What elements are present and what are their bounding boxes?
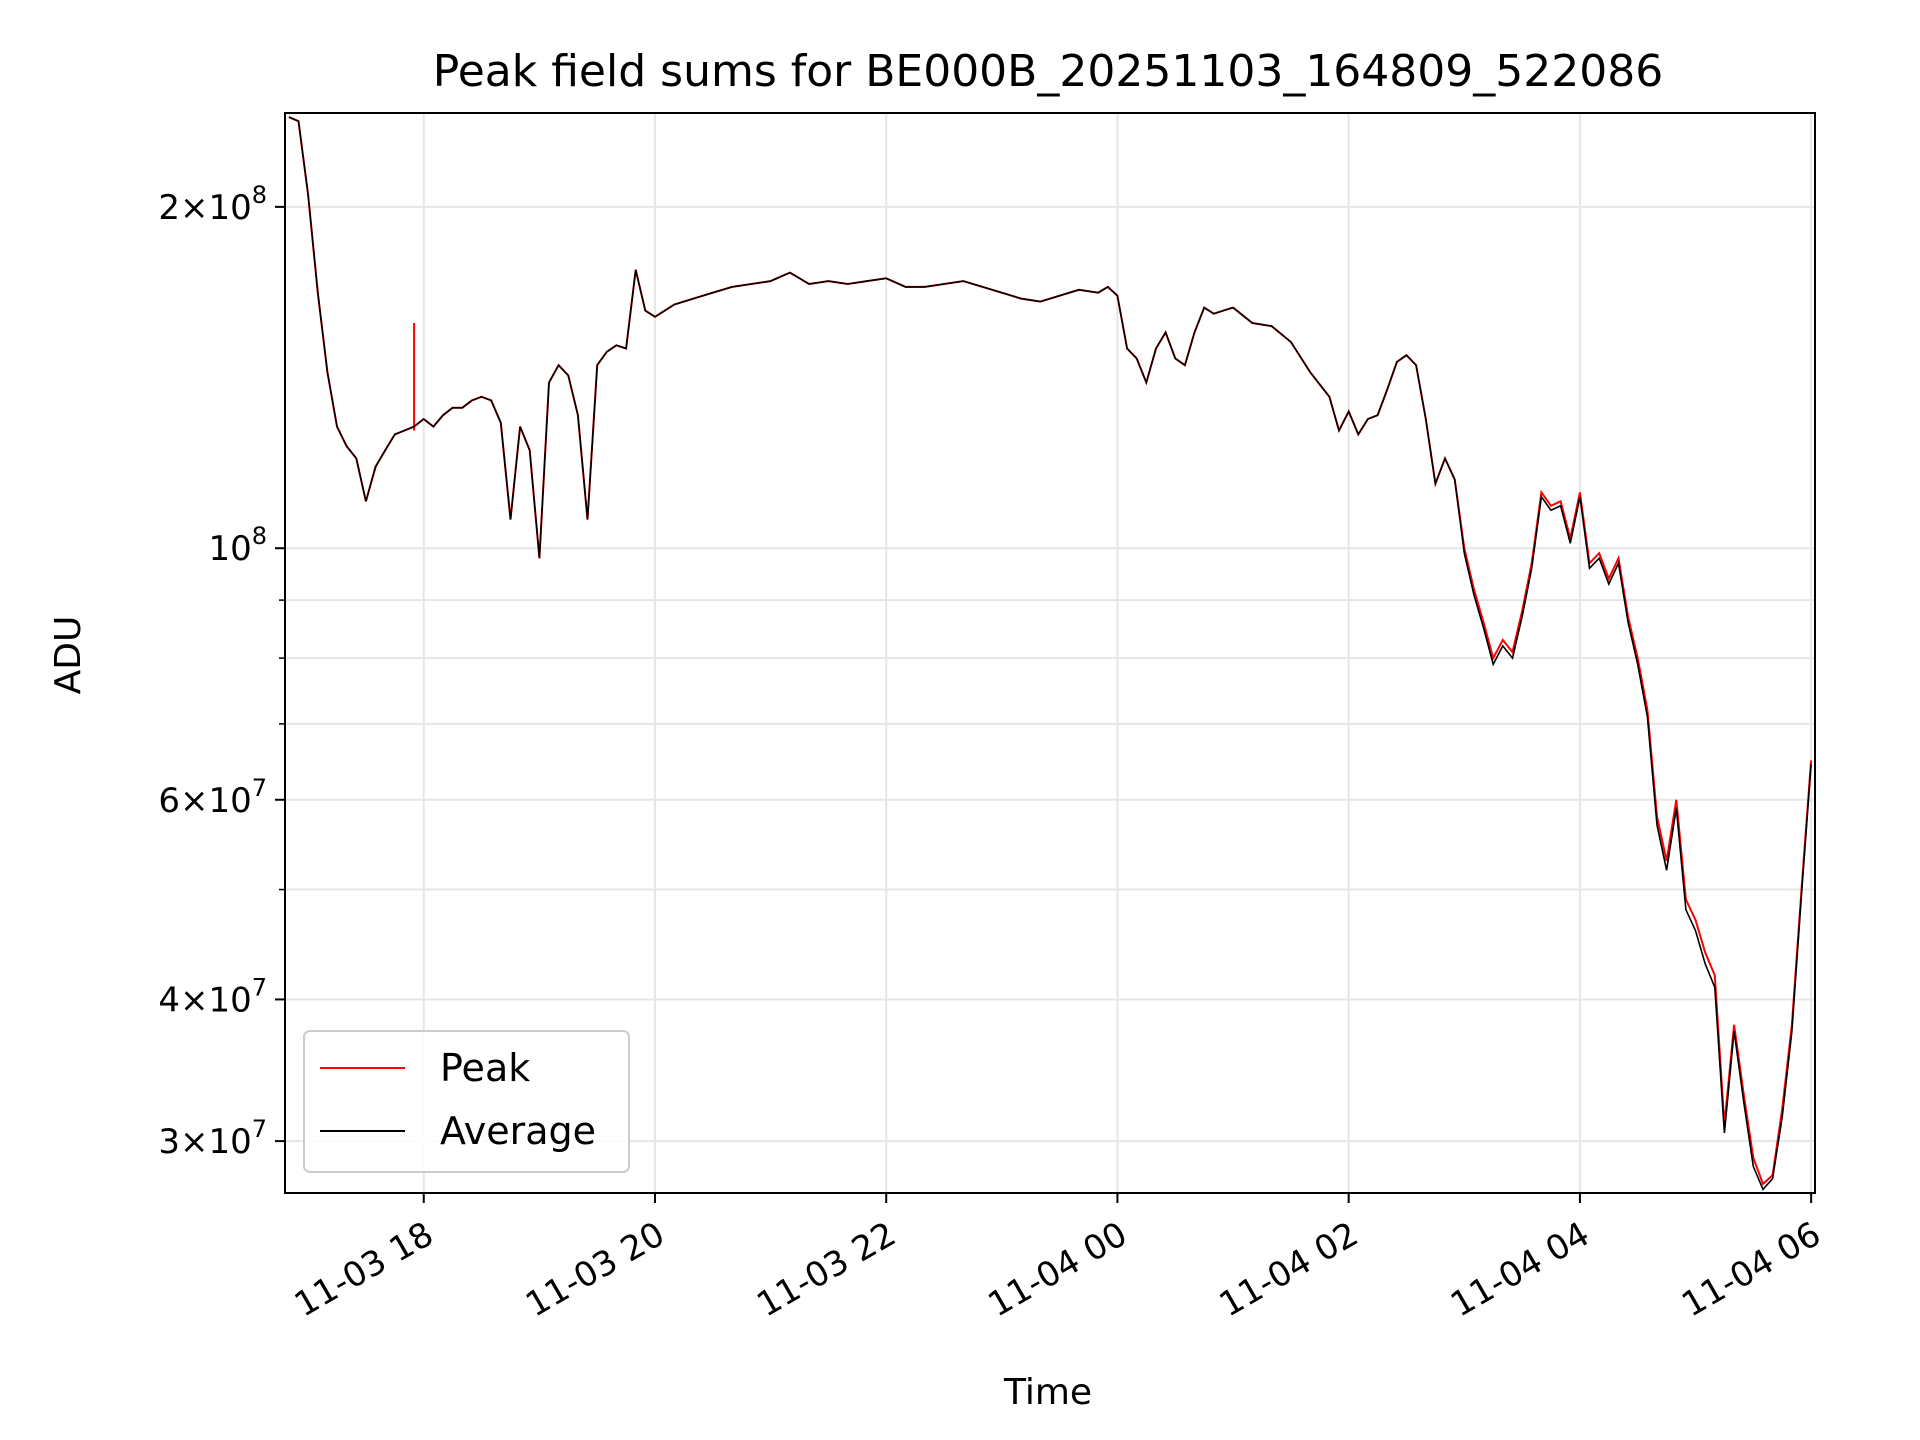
series-line-average — [288, 116, 1812, 1191]
y-tick-label: 3×107 — [158, 1115, 267, 1162]
y-tick-label: 2×108 — [158, 181, 267, 228]
legend-box — [303, 1030, 630, 1173]
y-tick-label: 6×107 — [158, 774, 267, 821]
x-axis-label: Time — [1003, 1372, 1092, 1413]
y-tick-label: 108 — [208, 522, 267, 569]
plot-area — [288, 116, 1813, 1191]
chart-title: Peak field sums for BE000B_20251103_1648… — [433, 46, 1664, 97]
legend-label-average: Average — [440, 1109, 596, 1153]
legend-label-peak: Peak — [440, 1046, 530, 1090]
legend: Peak Average — [303, 1030, 630, 1173]
y-tick-label: 4×107 — [158, 973, 267, 1020]
y-axis-ticks: 2×108 108 6×107 4×107 3×107 — [158, 181, 285, 1162]
y-axis-label: ADU — [48, 616, 89, 695]
axes-frame — [284, 112, 1816, 1194]
